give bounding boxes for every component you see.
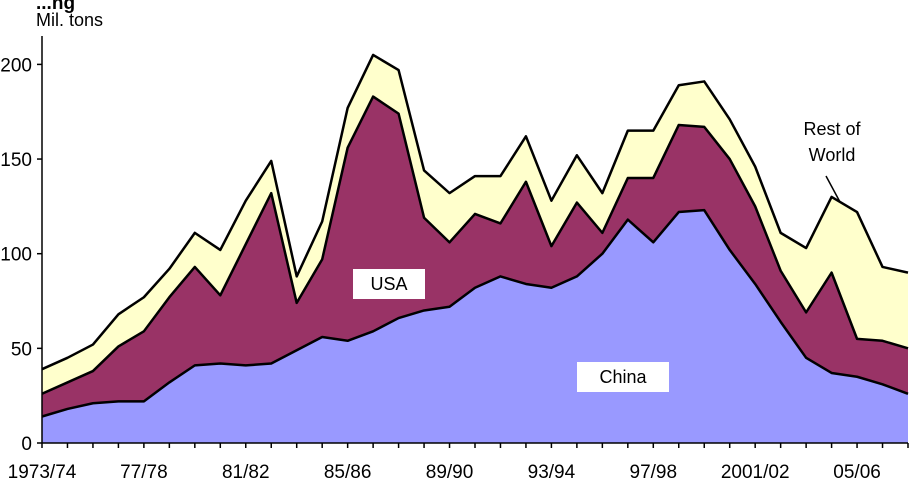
x-tick-label: 93/94 <box>528 462 576 483</box>
chart-title: ...ng <box>36 0 75 14</box>
x-tick-label: 85/86 <box>324 462 372 483</box>
usa-series-label: USA <box>370 274 407 294</box>
line-usa <box>41 95 909 395</box>
x-tick-label: 89/90 <box>426 462 474 483</box>
x-tick-label: 1973/74 <box>8 462 77 483</box>
y-tick-labels: 0 50 100 150 200 <box>0 55 32 455</box>
y-tick-label: 150 <box>0 150 32 171</box>
y-axis-unit-label: Mil. tons <box>36 10 103 30</box>
x-tick-label: 2001/02 <box>721 462 790 483</box>
china-label-box <box>577 362 669 392</box>
area-layers <box>41 53 909 443</box>
x-tick-label: 05/06 <box>833 462 881 483</box>
x-tick-labels: 1973/74 77/78 81/82 85/86 89/90 93/94 97/98 200… <box>8 462 881 483</box>
y-tick-label: 200 <box>0 55 32 76</box>
rest-of-world-leader-line <box>825 175 841 203</box>
x-tick-label: 97/98 <box>630 462 678 483</box>
y-tick-label: 50 <box>11 339 32 360</box>
area-china <box>42 210 908 443</box>
x-tick-label: 77/78 <box>120 462 168 483</box>
usa-label-box <box>353 269 425 299</box>
line-rest-of-world <box>41 53 909 371</box>
rest-of-world-label-line1: Rest of <box>803 119 861 139</box>
x-tick-label: 81/82 <box>222 462 270 483</box>
china-series-label: China <box>599 367 647 387</box>
axes <box>37 36 909 448</box>
rest-of-world-label-line2: World <box>809 145 856 165</box>
area-usa <box>42 96 908 417</box>
line-china <box>41 208 909 418</box>
y-tick-label: 0 <box>21 434 32 455</box>
y-tick-label: 100 <box>0 245 32 266</box>
annotations: USA China Rest of World <box>353 119 862 392</box>
